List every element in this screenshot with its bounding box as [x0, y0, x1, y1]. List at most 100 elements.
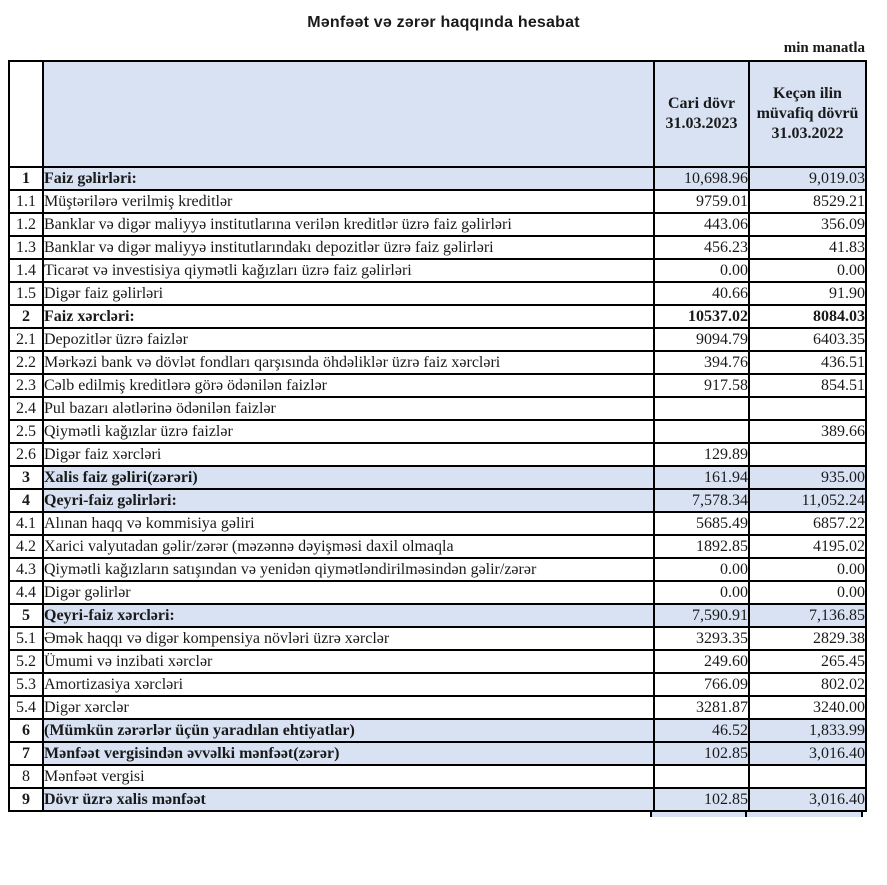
table-row: 2.6 Digər faiz xərcləri 129.89	[8, 442, 867, 467]
row-number: 5.2	[8, 649, 44, 674]
row-label: Əmək haqqı və digər kompensiya növləri ü…	[42, 626, 655, 651]
table-row: 2 Faiz xərcləri: 10537.02 8084.03	[8, 304, 867, 329]
value-prior	[748, 396, 867, 421]
row-number: 2.5	[8, 419, 44, 444]
row-number: 1.5	[8, 281, 44, 306]
header-row: Cari dövr 31.03.2023 Keçən ilin müvafiq …	[8, 60, 867, 168]
table-row: 4.1 Alınan haqq və kommisiya gəliri 5685…	[8, 511, 867, 536]
table-row: 4.2 Xarici valyutadan gəlir/zərər (məzən…	[8, 534, 867, 559]
table-row: 5.2 Ümumi və inzibati xərclər 249.60 265…	[8, 649, 867, 674]
value-current: 7,590.91	[653, 603, 750, 628]
row-label: (Mümkün zərərlər üçün yaradılan ehtiyatl…	[42, 718, 655, 743]
value-prior: 0.00	[748, 580, 867, 605]
value-prior: 41.83	[748, 235, 867, 260]
value-prior: 935.00	[748, 465, 867, 490]
row-label: Qeyri-faiz gəlirləri:	[42, 488, 655, 513]
value-prior	[748, 442, 867, 467]
row-number: 1.3	[8, 235, 44, 260]
row-label: Digər faiz xərcləri	[42, 442, 655, 467]
value-current: 443.06	[653, 212, 750, 237]
table-row: 2.3 Cəlb edilmiş kreditlərə görə ödənilə…	[8, 373, 867, 398]
value-prior: 436.51	[748, 350, 867, 375]
row-label: Ticarət və investisiya qiymətli kağızlar…	[42, 258, 655, 283]
row-label: Faiz gəlirləri:	[42, 166, 655, 191]
value-prior: 3240.00	[748, 695, 867, 720]
value-current: 5685.49	[653, 511, 750, 536]
row-number: 6	[8, 718, 44, 743]
row-number: 4.4	[8, 580, 44, 605]
value-current: 249.60	[653, 649, 750, 674]
table-row: 4.4 Digər gəlirlər 0.00 0.00	[8, 580, 867, 605]
table-row: 1.5 Digər faiz gəlirləri 40.66 91.90	[8, 281, 867, 306]
row-label: Dövr üzrə xalis mənfəət	[42, 787, 655, 812]
value-prior: 3,016.40	[748, 741, 867, 766]
table-row: 2.2 Mərkəzi bank və dövlət fondları qarş…	[8, 350, 867, 375]
table-row: 1.1 Müştərilərə verilmiş kreditlər 9759.…	[8, 189, 867, 214]
table-row: 5.3 Amortizasiya xərcləri 766.09 802.02	[8, 672, 867, 697]
value-current: 917.58	[653, 373, 750, 398]
value-prior: 356.09	[748, 212, 867, 237]
row-number: 2	[8, 304, 44, 329]
table-row: 1 Faiz gəlirləri: 10,698.96 9,019.03	[8, 166, 867, 191]
value-current: 10537.02	[653, 304, 750, 329]
value-prior: 0.00	[748, 557, 867, 582]
row-label: Digər gəlirlər	[42, 580, 655, 605]
table-row: 7 Mənfəət vergisindən əvvəlki mənfəət(zə…	[8, 741, 867, 766]
value-current: 102.85	[653, 787, 750, 812]
value-prior	[748, 764, 867, 789]
table-row: 5 Qeyri-faiz xərcləri: 7,590.91 7,136.85	[8, 603, 867, 628]
page-title: Mənfəət və zərər haqqında hesabat	[307, 14, 580, 31]
row-label: Qeyri-faiz xərcləri:	[42, 603, 655, 628]
unit-note: min manatla	[783, 40, 865, 56]
row-number: 5.1	[8, 626, 44, 651]
row-number: 2.1	[8, 327, 44, 352]
row-label: Müştərilərə verilmiş kreditlər	[42, 189, 655, 214]
header-cell-number	[8, 60, 44, 168]
value-prior: 265.45	[748, 649, 867, 674]
value-current: 10,698.96	[653, 166, 750, 191]
value-prior: 91.90	[748, 281, 867, 306]
table-row: 9 Dövr üzrə xalis mənfəət 102.85 3,016.4…	[8, 787, 867, 812]
value-current	[653, 764, 750, 789]
table-row: 4 Qeyri-faiz gəlirləri: 7,578.34 11,052.…	[8, 488, 867, 513]
row-label: Pul bazarı alətlərinə ödənilən faizlər	[42, 396, 655, 421]
value-current	[653, 396, 750, 421]
value-prior: 7,136.85	[748, 603, 867, 628]
row-number: 2.4	[8, 396, 44, 421]
value-current: 46.52	[653, 718, 750, 743]
table-row: 5.4 Digər xərclər 3281.87 3240.00	[8, 695, 867, 720]
table-row: 3 Xalis faiz gəliri(zərəri) 161.94 935.0…	[8, 465, 867, 490]
row-number: 2.3	[8, 373, 44, 398]
table-row: 1.3 Banklar və digər maliyyə institutlar…	[8, 235, 867, 260]
value-current: 9759.01	[653, 189, 750, 214]
value-current: 102.85	[653, 741, 750, 766]
value-current: 129.89	[653, 442, 750, 467]
value-prior: 389.66	[748, 419, 867, 444]
value-prior: 9,019.03	[748, 166, 867, 191]
table-row: 4.3 Qiymətli kağızların satışından və ye…	[8, 557, 867, 582]
row-number: 4	[8, 488, 44, 513]
row-number: 7	[8, 741, 44, 766]
value-prior: 2829.38	[748, 626, 867, 651]
value-current: 456.23	[653, 235, 750, 260]
header-cell-prior-period: Keçən ilin müvafiq dövrü 31.03.2022	[748, 60, 867, 168]
table-row: 6 (Mümkün zərərlər üçün yaradılan ehtiya…	[8, 718, 867, 743]
row-label: Cəlb edilmiş kreditlərə görə ödənilən fa…	[42, 373, 655, 398]
row-label: Alınan haqq və kommisiya gəliri	[42, 511, 655, 536]
table-row: 1.2 Banklar və digər maliyyə institutlar…	[8, 212, 867, 237]
row-label: Xalis faiz gəliri(zərəri)	[42, 465, 655, 490]
value-current: 0.00	[653, 557, 750, 582]
table-row: 2.1 Depozitlər üzrə faizlər 9094.79 6403…	[8, 327, 867, 352]
value-current: 7,578.34	[653, 488, 750, 513]
table-row: 1.4 Ticarət və investisiya qiymətli kağı…	[8, 258, 867, 283]
value-prior: 3,016.40	[748, 787, 867, 812]
current-period-date: 31.03.2023	[665, 115, 738, 132]
row-number: 5.3	[8, 672, 44, 697]
value-current	[653, 419, 750, 444]
current-period-label: Cari dövr	[667, 95, 736, 112]
value-current: 9094.79	[653, 327, 750, 352]
row-label: Depozitlər üzrə faizlər	[42, 327, 655, 352]
row-number: 2.2	[8, 350, 44, 375]
value-current: 161.94	[653, 465, 750, 490]
value-current: 0.00	[653, 580, 750, 605]
